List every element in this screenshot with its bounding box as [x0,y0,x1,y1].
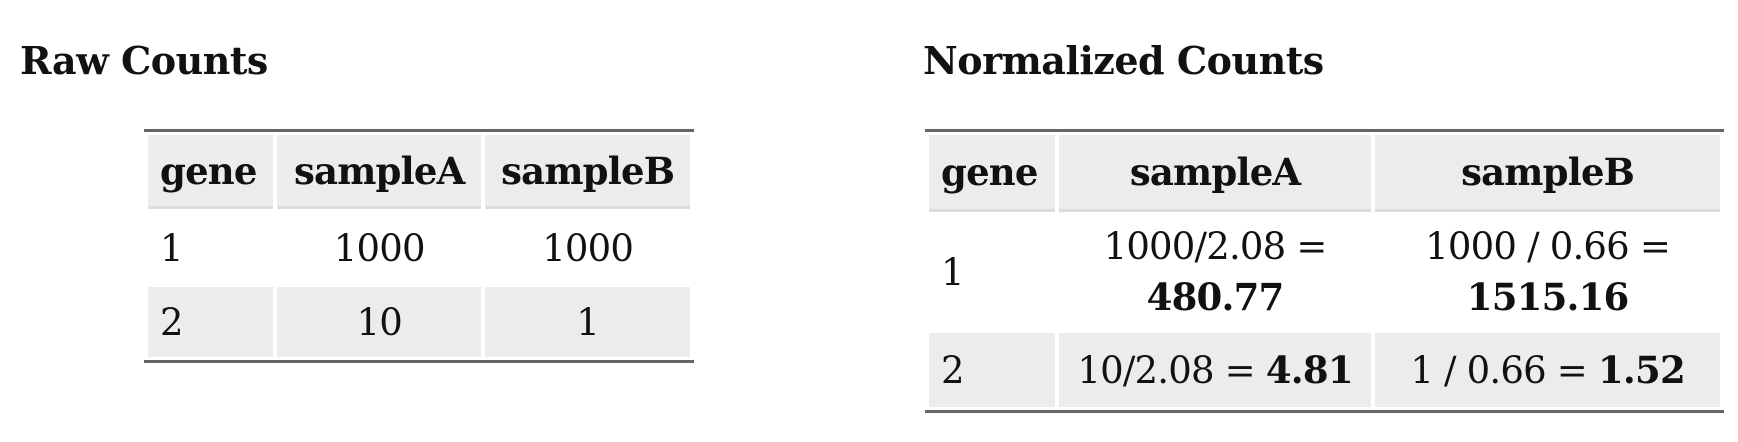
table-row: 1 1000/2.08 = 480.77 1000 / 0.66 = 1515.… [929,212,1720,329]
header-sample-b: sampleB [485,135,690,209]
header-sample-a: sampleA [277,135,482,209]
normalized-counts-title: Normalized Counts [923,38,1324,83]
table-header-row: gene sampleA sampleB [148,135,690,209]
cell-gene: 1 [148,209,274,283]
calc-result: 1.52 [1597,348,1686,392]
calc-expression: 10/2.08 = [1077,349,1255,392]
table-row: 1 1000 1000 [148,209,690,283]
header-gene: gene [148,135,274,209]
calc-expression: 1000/2.08 = [1103,225,1328,268]
raw-counts-title: Raw Counts [20,38,268,83]
header-gene: gene [929,135,1055,212]
table-row: 2 10/2.08 = 4.81 1 / 0.66 = 1.52 [929,329,1720,407]
cell-sample-b: 1000 [485,209,690,283]
cell-gene: 1 [929,212,1055,329]
cell-sample-b: 1 [485,283,690,357]
cell-gene: 2 [148,283,274,357]
cell-sample-b: 1 / 0.66 = 1.52 [1375,329,1720,407]
header-sample-a: sampleA [1058,135,1372,212]
table-row: 2 10 1 [148,283,690,357]
cell-gene: 2 [929,329,1055,407]
cell-sample-b: 1000 / 0.66 = 1515.16 [1375,212,1720,329]
calc-result: 4.81 [1265,348,1354,392]
calc-expression: 1000 / 0.66 = [1425,225,1671,268]
cell-sample-a: 10 [277,283,482,357]
cell-sample-a: 1000 [277,209,482,283]
normalized-counts-table: gene sampleA sampleB 1 1000/2.08 = 480.7… [925,129,1724,413]
cell-sample-a: 1000/2.08 = 480.77 [1058,212,1372,329]
raw-counts-table: gene sampleA sampleB 1 1000 1000 2 10 1 [144,129,694,363]
calc-expression: 1 / 0.66 = [1410,349,1588,392]
header-sample-b: sampleB [1375,135,1720,212]
table-header-row: gene sampleA sampleB [929,135,1720,212]
calc-result: 480.77 [1146,275,1285,319]
calc-result: 1515.16 [1466,275,1630,319]
cell-sample-a: 10/2.08 = 4.81 [1058,329,1372,407]
